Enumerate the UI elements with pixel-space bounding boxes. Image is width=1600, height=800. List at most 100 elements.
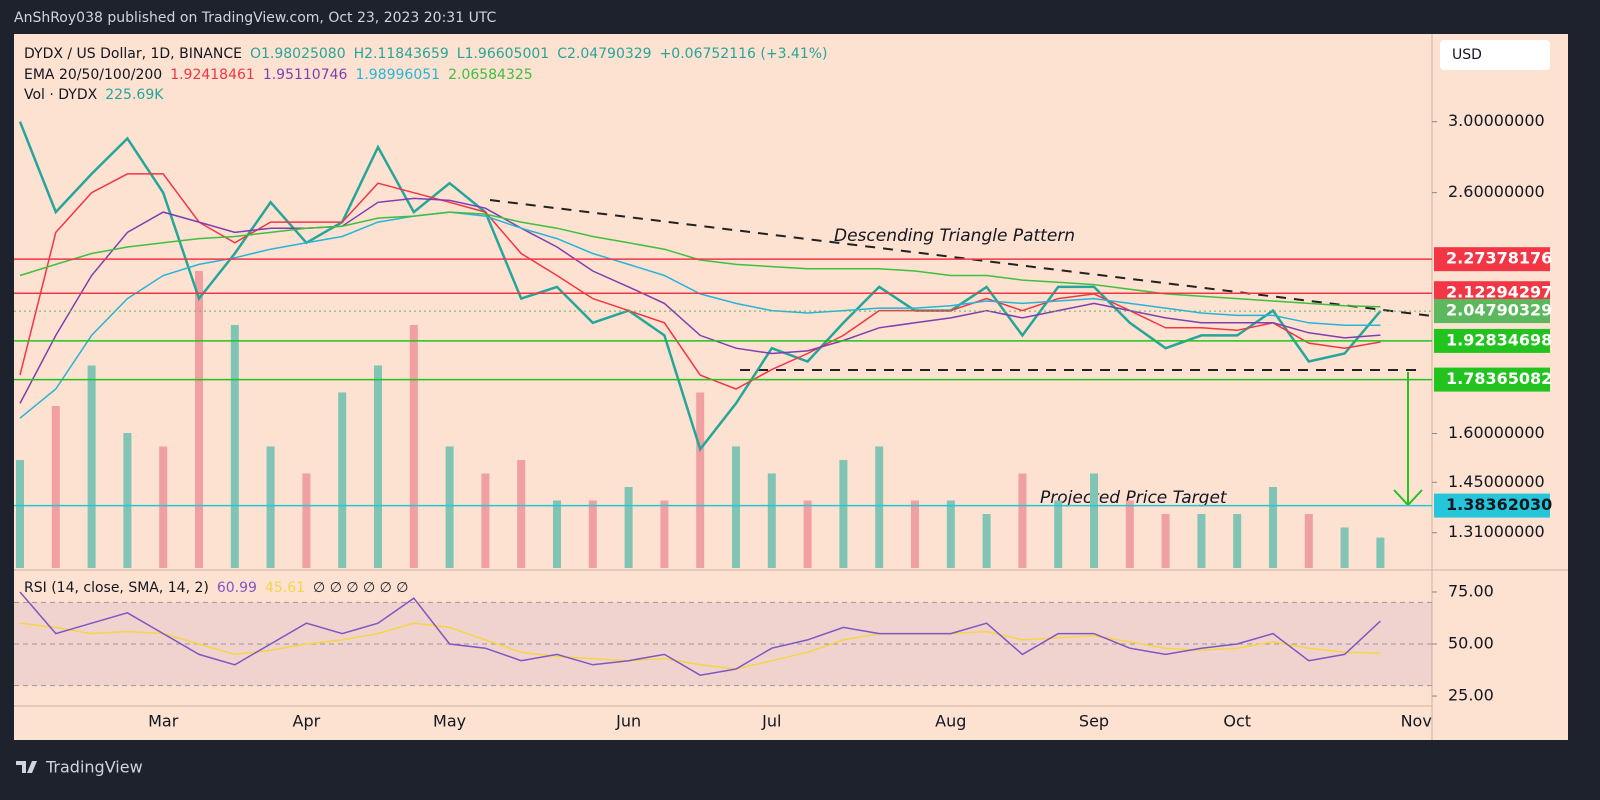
price-label-box — [1434, 247, 1550, 272]
volume-bar — [302, 473, 311, 568]
volume-value: 225.69K — [105, 87, 164, 103]
volume-bar — [1161, 514, 1170, 568]
volume-bar — [1090, 473, 1098, 568]
volume-bar — [911, 500, 919, 568]
x-tick-label: Oct — [1223, 712, 1251, 731]
trendline — [489, 199, 1433, 317]
x-tick-label: Jun — [615, 712, 641, 731]
rsi-sma-value: 45.61 — [265, 580, 305, 596]
volume-bar — [123, 433, 132, 568]
y-tick-label: 1.31000000 — [1448, 522, 1545, 541]
rsi-title: RSI (14, close, SMA, 14, 2) — [24, 580, 209, 596]
volume-bar — [875, 446, 884, 568]
rsi-tick-label: 50.00 — [1448, 634, 1494, 653]
volume-bar — [409, 325, 418, 568]
ema-value: 1.92418461 — [170, 67, 255, 83]
brand-logo — [16, 761, 37, 773]
volume-bar — [338, 392, 347, 568]
ema-line — [19, 197, 1381, 404]
rsi-tick-label: 75.00 — [1448, 581, 1494, 600]
x-tick-label: Apr — [293, 712, 321, 731]
volume-bar — [839, 460, 848, 568]
price-label: 2.04790329 — [1446, 301, 1552, 320]
price-label-box — [1434, 367, 1550, 392]
ema-title: EMA 20/50/100/200 — [24, 67, 162, 83]
price-label: 1.38362030 — [1446, 495, 1552, 514]
volume-bar — [1018, 473, 1027, 568]
volume-bar — [553, 500, 561, 568]
rsi-band — [14, 602, 1432, 686]
volume-bar — [624, 487, 633, 568]
volume-bar — [803, 500, 812, 568]
volume-bar — [16, 460, 24, 568]
volume-bar — [481, 473, 490, 568]
annotation: Descending Triangle Pattern — [834, 226, 1075, 246]
ohlc-high: H2.11843659 — [354, 46, 449, 62]
symbol-name: DYDX / US Dollar, 1D, BINANCE — [24, 46, 242, 62]
volume-bar — [51, 406, 60, 568]
volume-bar — [696, 392, 705, 568]
symbol: DYDX / US Dollar, 1D, BINANCE O1.98025080… — [24, 46, 828, 62]
ema-line — [19, 211, 1381, 308]
rsi-tick-label: 25.00 — [1448, 686, 1494, 705]
price-label: 1.92834698 — [1446, 330, 1552, 349]
ohlc-change: +0.06752116 (+3.41%) — [660, 46, 828, 62]
volume-bar — [767, 473, 776, 568]
publish-info: AnShRoy038 published on TradingView.com,… — [14, 10, 497, 26]
volume-bar — [1304, 514, 1313, 568]
volume-bar — [1125, 500, 1134, 568]
volume-bar — [588, 500, 597, 568]
rsi-value: 60.99 — [217, 580, 257, 596]
ema-line — [19, 173, 1381, 390]
ohlc-open: O1.98025080 — [250, 46, 346, 62]
volume-bar — [1233, 514, 1242, 568]
rsi-extra: ∅ ∅ ∅ ∅ ∅ ∅ — [313, 580, 408, 596]
legend: DYDX / US Dollar, 1D, BINANCE O1.98025080… — [24, 46, 828, 596]
currency: USD — [1452, 47, 1482, 63]
price-label: 2.27378176 — [1446, 249, 1552, 268]
volume-bar — [87, 365, 96, 568]
volume-bar — [445, 446, 454, 568]
annotation: Projected Price Target — [1040, 488, 1228, 508]
volume-bar — [982, 514, 991, 568]
ema-value: 1.95110746 — [263, 67, 348, 83]
volume-bar — [660, 500, 669, 568]
volume-bar — [1269, 487, 1277, 568]
volume-bar — [732, 446, 740, 568]
ohlc-low: L1.96605001 — [457, 46, 549, 62]
y-tick-label: 1.60000000 — [1448, 423, 1545, 442]
y-tick-label: 1.45000000 — [1448, 472, 1545, 491]
volume-bar — [159, 446, 168, 568]
price-label-box — [1434, 493, 1550, 518]
price-label: 1.78365082 — [1446, 369, 1552, 388]
currency-button[interactable] — [1440, 40, 1550, 70]
volume-bar — [1054, 500, 1063, 568]
x-tick-label: Nov — [1401, 712, 1432, 731]
volume-bar — [266, 446, 275, 568]
volume-bar — [1376, 537, 1385, 568]
chart-background — [14, 34, 1568, 740]
ema-value: 1.98996051 — [355, 67, 440, 83]
x-tick-label: May — [433, 712, 466, 731]
price-label: 2.12294297 — [1446, 283, 1552, 302]
x-tick-label: Mar — [148, 712, 179, 731]
volume-bar — [1197, 514, 1206, 568]
x-tick-label: Jul — [761, 712, 781, 731]
ema-legend: EMA 20/50/100/200 1.92418461 1.95110746 1.9… — [24, 67, 533, 83]
y-tick-label: 2.60000000 — [1448, 182, 1545, 201]
price-label-box — [1434, 299, 1550, 324]
volume-legend: Vol · DYDX 225.69K — [24, 87, 164, 103]
price-label-box — [1434, 328, 1550, 353]
volume-bar — [374, 365, 382, 568]
rsi-line — [19, 591, 1381, 676]
y-tick-label: 3.00000000 — [1448, 111, 1545, 130]
volume-bar — [1340, 527, 1349, 568]
volume-bar — [517, 460, 526, 568]
x-tick-label: Sep — [1079, 712, 1109, 731]
volume-bar — [230, 325, 239, 568]
volume-bar — [195, 271, 203, 568]
volume-bar — [946, 500, 955, 568]
rsi-line — [19, 622, 1381, 670]
x-tick-label: Aug — [935, 712, 966, 731]
